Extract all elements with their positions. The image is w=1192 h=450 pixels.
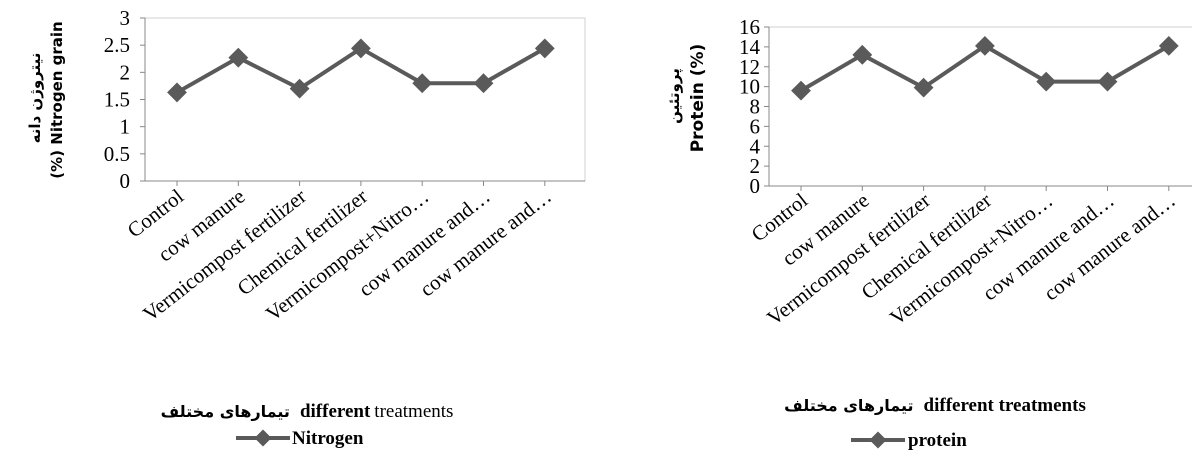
- protein-x-label-en-bold: different treatments: [924, 395, 1086, 416]
- protein-legend: protein: [851, 430, 967, 450]
- nitrogen-y-label-en: (%) Nitrogen grain: [48, 21, 66, 178]
- nitrogen-series: [167, 38, 555, 103]
- protein-plot-area: [768, 26, 1192, 187]
- nitrogen-y-tick-label: 1: [120, 115, 131, 139]
- protein-data-point: [1158, 35, 1179, 56]
- protein-y-tick-label: 6: [750, 114, 761, 138]
- protein-data-point: [1097, 71, 1118, 92]
- nitrogen-y-tick-label: 3: [120, 6, 131, 30]
- nitrogen-data-point: [473, 73, 494, 94]
- nitrogen-y-tick-label: 2: [120, 60, 131, 84]
- protein-y-tick-label: 0: [750, 174, 761, 198]
- nitrogen-legend-label: Nitrogen: [292, 428, 364, 449]
- protein-x-label-fa: تیمارهای مختلف: [784, 396, 913, 415]
- protein-y-tick-label: 4: [750, 134, 761, 158]
- nitrogen-y-tick-label: 2.5: [104, 33, 130, 57]
- nitrogen-data-point: [351, 38, 371, 59]
- protein-x-label: تیمارهای مختلف different treatments: [784, 395, 1086, 416]
- protein-y-tick-label: 12: [739, 55, 760, 79]
- nitrogen-data-point: [289, 78, 310, 99]
- nitrogen-x-label-en-bold: different: [300, 401, 371, 422]
- nitrogen-y-tick-label: 0: [120, 169, 131, 193]
- nitrogen-y-ticks: 0 0.5 1 1.5 2 2.5 3: [104, 6, 585, 193]
- protein-y-tick-label: 10: [739, 75, 760, 99]
- nitrogen-x-label-fa: تیمارهای مختلف: [161, 402, 290, 421]
- nitrogen-legend-marker: [254, 429, 272, 447]
- nitrogen-legend: Nitrogen: [236, 428, 364, 449]
- protein-y-tick-label: 8: [750, 95, 761, 119]
- nitrogen-data-point: [167, 82, 187, 103]
- protein-legend-label: protein: [908, 430, 967, 450]
- nitrogen-plot-area: [144, 17, 586, 182]
- protein-y-tick-label: 16: [739, 15, 760, 39]
- protein-legend-marker: [869, 431, 887, 449]
- protein-y-tick-label: 2: [750, 154, 761, 178]
- nitrogen-data-point: [412, 73, 433, 94]
- protein-y-label-fa: پروتئین: [665, 68, 684, 124]
- nitrogen-y-tick-label: 0.5: [104, 142, 130, 166]
- nitrogen-x-label: تیمارهای مختلف different treatments: [161, 401, 454, 422]
- protein-y-label-en: Protein (%): [688, 44, 708, 153]
- nitrogen-y-tick-label: 1.5: [104, 88, 130, 112]
- protein-y-tick-label: 14: [739, 35, 761, 59]
- protein-data-point: [1036, 71, 1057, 92]
- nitrogen-x-label-en-rest: treatments: [374, 401, 453, 422]
- nitrogen-y-label-fa: نیتروژن دانه: [26, 53, 44, 144]
